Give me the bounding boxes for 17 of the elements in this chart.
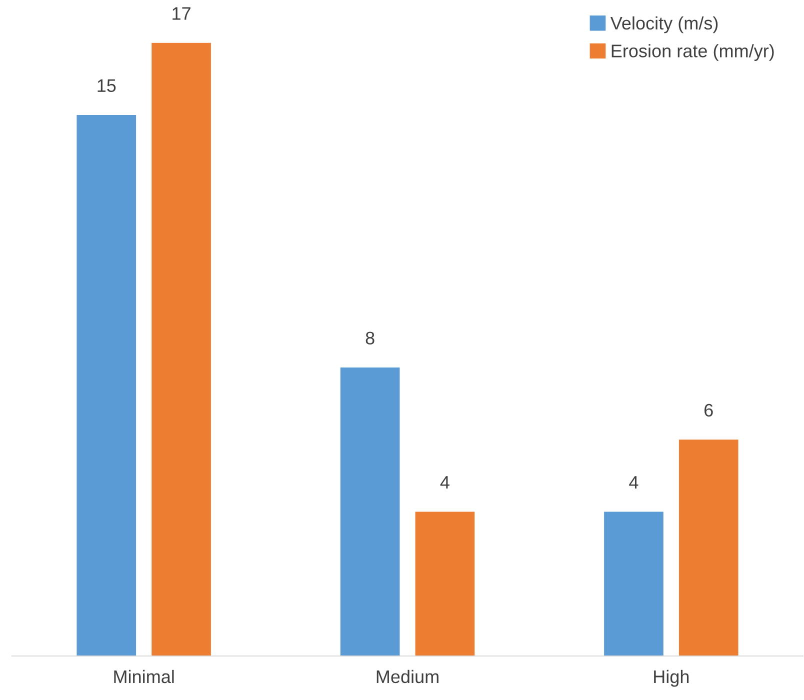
bar xyxy=(76,115,136,656)
data-label: 4 xyxy=(629,476,638,489)
bar xyxy=(604,512,664,656)
legend-label: Velocity (m/s) xyxy=(610,16,718,34)
bar xyxy=(152,42,211,656)
x-tick-label: High xyxy=(654,670,689,687)
data-label: 15 xyxy=(98,79,116,92)
legend-label: Erosion rate (mm/yr) xyxy=(612,44,774,61)
bar xyxy=(415,512,475,656)
bar xyxy=(340,367,400,656)
x-tick-label: Minimal xyxy=(114,670,174,684)
x-tick-label: Medium xyxy=(376,670,438,684)
data-label: 8 xyxy=(366,332,374,344)
data-label: 6 xyxy=(704,404,713,417)
data-label: 17 xyxy=(172,7,190,20)
data-label: 4 xyxy=(440,476,450,489)
bar xyxy=(678,440,738,656)
